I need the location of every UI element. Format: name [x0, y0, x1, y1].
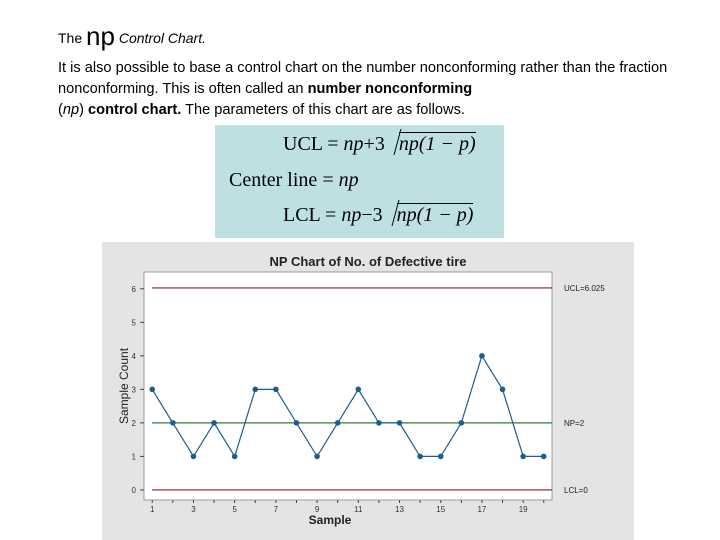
ucl-sqrt-content: np(1 − p) [398, 132, 476, 155]
x-tick-label: 1 [150, 505, 155, 514]
chart-title: NP Chart of No. of Defective tire [270, 254, 467, 269]
np-chart-svg: NP Chart of No. of Defective tire Sample… [117, 254, 605, 527]
x-tick-label: 19 [519, 505, 528, 514]
data-point [520, 453, 526, 460]
x-tick-label: 9 [315, 505, 320, 514]
center-value-label: NP=2 [564, 419, 585, 428]
data-point [479, 353, 485, 359]
lcl-label: LCL [283, 204, 321, 226]
x-tick-label: 17 [477, 505, 486, 514]
lcl-minus: − [361, 204, 373, 226]
para-paren-close: ) [79, 102, 84, 118]
y-tick-label: 3 [132, 385, 137, 394]
lcl-np: np [341, 204, 362, 226]
data-point [211, 420, 217, 426]
heading-prefix: The [58, 30, 83, 46]
np-chart: NP Chart of No. of Defective tire Sample… [102, 242, 634, 540]
lcl-three: 3 [372, 204, 383, 226]
y-tick-label: 5 [132, 318, 137, 327]
para-bold-number-nonconforming: number nonconforming [307, 81, 473, 97]
data-point [190, 453, 197, 460]
ucl-eq: = [327, 133, 339, 155]
center-eq: = [322, 169, 334, 191]
ucl-formula: UCL = np+3 np(1 − p) [283, 132, 476, 156]
ucl-label: UCL [283, 133, 323, 155]
x-tick-label: 13 [395, 505, 404, 514]
x-tick-label: 15 [436, 505, 445, 514]
lcl-sqrt-content: np(1 − p) [396, 203, 474, 226]
slide-heading: The np Control Chart. [58, 21, 206, 51]
x-axis-label: Sample [309, 513, 352, 527]
center-np: np [338, 169, 359, 191]
x-tick-label: 5 [232, 505, 237, 514]
x-tick-label: 11 [354, 505, 363, 514]
y-axis-label: Sample Count [117, 347, 131, 424]
lcl-formula: LCL = np−3 np(1 − p) [283, 203, 474, 227]
data-point [334, 420, 341, 426]
center-line-label: Center line [229, 169, 318, 191]
lcl-sqrt: np(1 − p) [383, 203, 474, 227]
heading-suffix: Control Chart. [118, 30, 206, 46]
y-tick-label: 1 [132, 452, 137, 461]
heading-np: np [86, 21, 115, 51]
y-tick-label: 2 [132, 419, 137, 428]
data-point [396, 420, 403, 426]
formula-box: UCL = np+3 np(1 − p) Center line = np LCL… [215, 125, 504, 238]
data-point [293, 420, 300, 426]
center-line-formula: Center line = np [229, 169, 359, 192]
y-tick-label: 4 [132, 352, 137, 361]
para-paren-open: ( [58, 102, 63, 118]
ucl-sqrt: np(1 − p) [385, 132, 476, 156]
ucl-plus: + [363, 133, 375, 155]
lcl-eq: = [325, 204, 337, 226]
ucl-value-label: UCL=6.025 [564, 284, 605, 293]
ucl-np: np [343, 133, 364, 155]
para-bold-control-chart: control chart. [83, 102, 182, 118]
data-point [149, 386, 156, 393]
data-point [273, 386, 279, 393]
para-text-2: The parameters of this chart are as foll… [181, 102, 465, 118]
series-line [151, 354, 544, 458]
ucl-three: 3 [374, 133, 385, 155]
para-text-1: It is also possible to base a control ch… [58, 60, 668, 97]
x-tick-label: 7 [274, 505, 279, 514]
data-point [458, 420, 465, 426]
data-point [417, 453, 423, 460]
para-np-italic: np [62, 102, 80, 118]
data-point [252, 386, 259, 393]
data-point [170, 420, 176, 426]
description-paragraph: It is also possible to base a control ch… [58, 58, 698, 121]
data-point [314, 453, 320, 460]
y-tick-label: 6 [132, 285, 137, 294]
data-point [231, 453, 238, 460]
data-point [376, 420, 382, 426]
x-tick-label: 3 [191, 505, 196, 514]
data-point [355, 386, 362, 393]
data-point [499, 386, 506, 393]
data-point [540, 453, 547, 460]
plot-area [143, 271, 553, 501]
lcl-value-label: LCL=0 [564, 486, 588, 495]
y-tick-label: 0 [132, 486, 137, 495]
data-point [437, 453, 444, 460]
